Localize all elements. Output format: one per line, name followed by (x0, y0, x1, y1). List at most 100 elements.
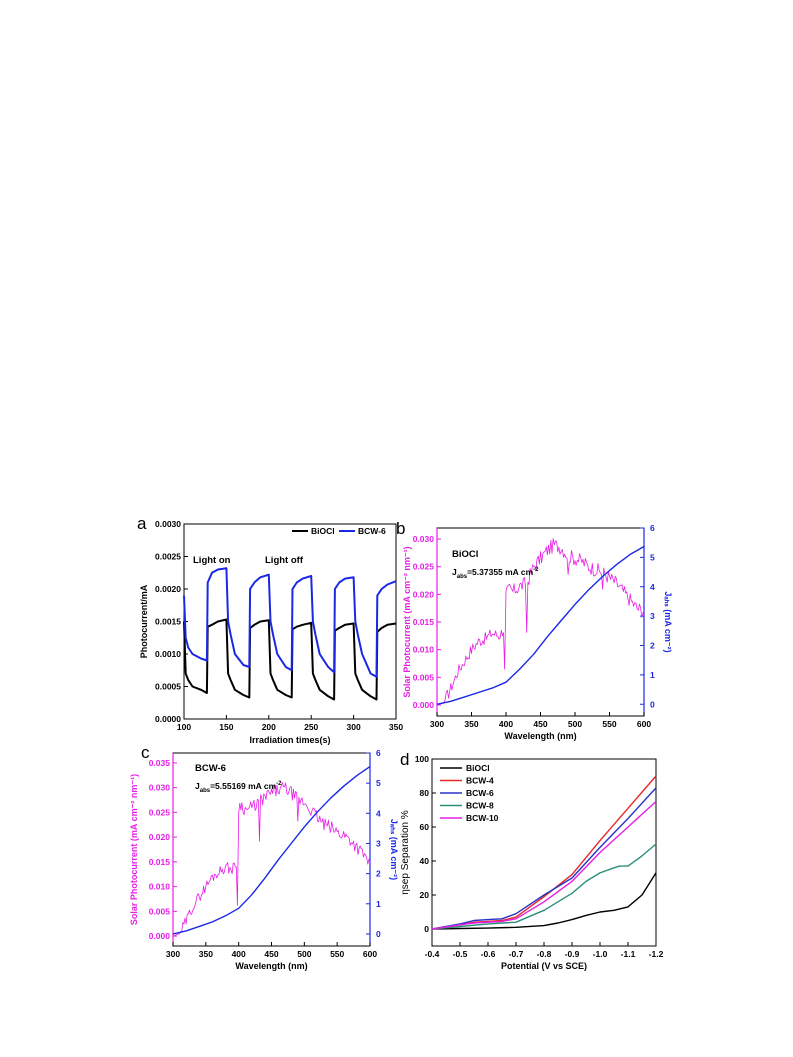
y-tick-label: 0.005 (413, 672, 435, 682)
y-tick-label: 0.0025 (155, 552, 181, 562)
x-tick-label: -0.8 (537, 949, 552, 959)
legend-label: BCW-6 (358, 526, 386, 536)
x-tick-label: 450 (264, 949, 278, 959)
series-line-jabs (436, 545, 645, 705)
y2-tick-label: 1 (650, 670, 655, 680)
x-axis-title: Wavelength (nm) (504, 731, 576, 741)
y-tick-label: 0.0030 (155, 519, 181, 529)
legend-box (436, 762, 500, 828)
y-tick-label: 0.015 (149, 857, 171, 867)
y-tick-label: 0.005 (149, 906, 171, 916)
x-tick-label: -1.0 (593, 949, 608, 959)
y-tick-label: 0.030 (149, 783, 171, 793)
panel-a: a 100 150 200 250 300 350 0.0000 0.0005 0.0010 0.0… (137, 514, 403, 745)
x-tick-label: 350 (199, 949, 213, 959)
jabs-annotation-part: abs (457, 574, 468, 580)
y-axis-title: ηsep Separation % (400, 810, 411, 895)
y-tick-label: 60 (420, 822, 430, 832)
y-tick-label: 80 (420, 788, 430, 798)
series-line-bcw-10 (431, 800, 657, 930)
panel-letter-b: b (396, 519, 405, 538)
y2-tick-label: 2 (376, 869, 381, 879)
sample-label: BiOCl (452, 549, 478, 560)
y-tick-label: 20 (420, 890, 430, 900)
y-tick-label: 0.020 (413, 589, 435, 599)
panel-letter-c: c (141, 743, 150, 762)
x-tick-label: 150 (219, 722, 233, 732)
x-tick-label: 350 (389, 722, 403, 732)
jabs-annotation-part: J (452, 567, 457, 577)
y2-tick-label: 5 (650, 552, 655, 562)
x-axis-title: Potential (V vs SCE) (501, 961, 587, 971)
jabs-annotation-part: abs (200, 788, 211, 794)
y2-tick-label: 6 (650, 523, 655, 533)
legend-label: BCW-6 (466, 788, 494, 798)
panel-d: d -0.4 -0.5 -0.6 -0.7 -0.8 -0.9 -1.0 -1.1 -1.2 0 20… (400, 750, 664, 971)
y-axis-title: Solar Photocurrent (mA cm⁻² nm⁻¹) (129, 774, 139, 925)
y-tick-label: 0 (424, 924, 429, 934)
x-axis-title: Irradiation times(s) (249, 735, 330, 745)
y-tick-label: 100 (415, 754, 429, 764)
x-tick-label: 300 (347, 722, 361, 732)
jabs-annotation-part: -2 (276, 781, 282, 787)
x-tick-label: 100 (177, 722, 191, 732)
jabs-annotation-part: -2 (533, 567, 539, 573)
x-tick-label: 300 (166, 949, 180, 959)
panel-letter-d: d (400, 750, 409, 769)
y-tick-label: 0.010 (149, 882, 171, 892)
series-line-solar-photocurrent (436, 538, 645, 706)
legend-label: BCW-8 (466, 801, 494, 811)
sample-label: BCW-6 (195, 763, 226, 774)
y-tick-label: 0.030 (413, 534, 435, 544)
x-tick-label: -0.9 (565, 949, 580, 959)
series-line-jabs (172, 766, 371, 935)
series-line-bcw-8 (431, 843, 657, 930)
x-tick-label: 550 (330, 949, 344, 959)
x-tick-label: -0.4 (425, 949, 440, 959)
y2-tick-label: 5 (376, 778, 381, 788)
legend: BiOCl BCW-6 (292, 526, 386, 536)
annotation-light-off: Light off (265, 555, 304, 566)
y-tick-label: 0.0010 (155, 649, 181, 659)
series-line-biocl (183, 618, 397, 701)
x-tick-label: 350 (464, 719, 478, 729)
y2-tick-label: 4 (650, 582, 655, 592)
y-tick-label: 0.0000 (155, 714, 181, 724)
series-line-bcw-6 (183, 567, 397, 678)
x-tick-label: -1.1 (621, 949, 636, 959)
y-tick-label: 40 (420, 856, 430, 866)
annotation-light-on: Light on (193, 555, 231, 566)
y-tick-label: 0.015 (413, 617, 435, 627)
x-tick-label: 300 (430, 719, 444, 729)
y-tick-label: 0.0020 (155, 584, 181, 594)
plot-frame (183, 523, 397, 720)
y-tick-label: 0.020 (149, 832, 171, 842)
y-tick-label: 0.000 (149, 931, 171, 941)
y2-tick-label: 4 (376, 808, 381, 818)
x-tick-label: 250 (304, 722, 318, 732)
x-tick-label: 550 (602, 719, 616, 729)
y2-tick-label: 6 (376, 748, 381, 758)
y2-axis-title: Jₐₕₛ (mA cm⁻²) (663, 591, 673, 652)
jabs-annotation-part: =5.55169 mA cm (210, 781, 277, 791)
y-tick-label: 0.035 (149, 758, 171, 768)
y2-tick-label: 3 (376, 838, 381, 848)
jabs-annotation-part: =5.37355 mA cm (467, 567, 534, 577)
series-line-solar-photocurrent (172, 782, 371, 937)
x-axis-title: Wavelength (nm) (235, 961, 307, 971)
legend-label: BiOCl (311, 526, 335, 536)
legend-label: BCW-10 (466, 813, 499, 823)
x-tick-label: -0.6 (481, 949, 496, 959)
x-tick-label: 500 (568, 719, 582, 729)
y-tick-label: 0.010 (413, 645, 435, 655)
panel-letter-a: a (137, 514, 147, 533)
y2-tick-label: 2 (650, 641, 655, 651)
series-line-biocl (431, 872, 657, 930)
x-tick-label: 600 (363, 949, 377, 959)
legend-label: BiOCl (466, 763, 490, 773)
y-tick-label: 0.0015 (155, 617, 181, 627)
x-tick-label: 600 (637, 719, 651, 729)
y-tick-label: 0.0005 (155, 682, 181, 692)
